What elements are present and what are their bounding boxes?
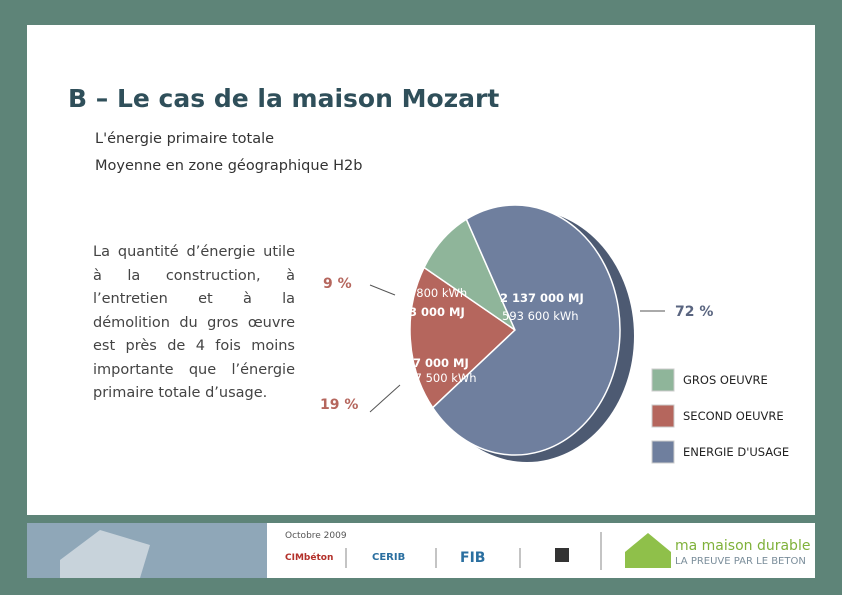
pie-slice — [409, 266, 517, 409]
value-label: 9 % — [323, 276, 352, 292]
value-label: 72 % — [675, 304, 713, 320]
leader-line — [369, 384, 401, 413]
brand: ma maison durable — [675, 538, 810, 554]
slice-annotation: 593 600 kWh — [502, 309, 579, 323]
brand-icon — [625, 533, 671, 568]
legend-label: GROS OEUVRE — [683, 373, 768, 387]
slice-annotation: 273 000 MJ — [393, 305, 465, 319]
slice-annotation: 157 500 kWh — [400, 371, 477, 385]
value-label: 19 % — [320, 397, 358, 413]
slice-annotation: 2 137 000 MJ — [500, 291, 584, 305]
body-text: La quantité d’énergie utile à la constru… — [93, 244, 295, 401]
logo: CIMbéton — [285, 552, 333, 563]
legend-swatch — [651, 440, 675, 464]
slice-annotation: 567 000 MJ — [397, 356, 469, 370]
leader-line — [369, 284, 396, 296]
title: B – Le cas de la maison Mozart — [68, 84, 500, 113]
legend-label: SECOND OEUVRE — [683, 409, 784, 423]
slice-annotation: 76 800 kWh — [398, 286, 467, 300]
panel — [27, 25, 815, 515]
house-icon — [60, 530, 150, 578]
legend-swatch — [651, 368, 675, 392]
tagline: LA PREUVE PAR LE BETON — [675, 556, 806, 567]
subtitle: L'énergie primaire totale — [95, 131, 275, 147]
logo: FIB — [460, 550, 485, 566]
pie-slice — [431, 204, 621, 456]
footer-date: Octobre 2009 — [285, 531, 347, 541]
legend-swatch — [651, 404, 675, 428]
subtitle: Moyenne en zone géographique H2b — [95, 158, 363, 174]
legend-label: ENERGIE D'USAGE — [683, 445, 789, 459]
logo: CERIB — [372, 552, 405, 563]
logo-mark — [555, 548, 569, 562]
